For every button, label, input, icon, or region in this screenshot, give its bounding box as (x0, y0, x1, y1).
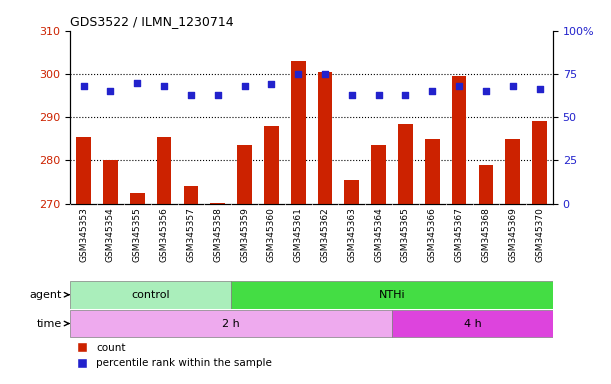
Bar (291, 61, 306, 204)
Point (401, 91, 411, 98)
Text: GSM345368: GSM345368 (481, 207, 491, 262)
Point (159, 83, 169, 89)
Bar (130, 193, 145, 204)
Bar (505, 139, 520, 204)
Text: 4 h: 4 h (464, 318, 481, 329)
Text: GSM345364: GSM345364 (374, 207, 383, 262)
Bar (264, 126, 279, 204)
Bar (318, 72, 332, 204)
Text: GSM345358: GSM345358 (213, 207, 222, 262)
Bar (70, 310, 392, 337)
Bar (345, 180, 359, 204)
Text: GSM345367: GSM345367 (455, 207, 464, 262)
Text: NTHi: NTHi (379, 290, 405, 300)
Text: 2 h: 2 h (222, 318, 240, 329)
Legend: count, percentile rank within the sample: count, percentile rank within the sample (76, 343, 272, 368)
Bar (70, 281, 231, 309)
Bar (157, 137, 172, 204)
Text: control: control (131, 290, 170, 300)
Point (535, 86, 544, 93)
Text: GSM345365: GSM345365 (401, 207, 410, 262)
Text: GSM345369: GSM345369 (508, 207, 518, 262)
Text: GDS3522 / ILMN_1230714: GDS3522 / ILMN_1230714 (70, 15, 234, 28)
Point (320, 71, 330, 77)
Bar (398, 124, 413, 204)
Bar (231, 281, 553, 309)
Bar (210, 203, 225, 204)
Bar (532, 121, 547, 204)
Bar (452, 76, 466, 204)
Bar (371, 145, 386, 204)
Text: GSM345359: GSM345359 (240, 207, 249, 262)
Bar (478, 165, 493, 204)
Text: GSM345363: GSM345363 (347, 207, 356, 262)
Point (133, 79, 142, 86)
Point (454, 83, 464, 89)
Bar (183, 186, 199, 204)
Text: agent: agent (30, 290, 69, 300)
Bar (76, 137, 91, 204)
Text: GSM345355: GSM345355 (133, 207, 142, 262)
Bar (237, 145, 252, 204)
Point (213, 91, 222, 98)
Point (186, 91, 196, 98)
Text: GSM345361: GSM345361 (294, 207, 302, 262)
Point (428, 88, 437, 94)
Point (508, 83, 518, 89)
Point (106, 88, 115, 94)
Point (79, 83, 89, 89)
Text: GSM345362: GSM345362 (321, 207, 329, 262)
Point (240, 83, 249, 89)
Text: GSM345356: GSM345356 (159, 207, 169, 262)
Text: GSM345354: GSM345354 (106, 207, 115, 262)
Text: time: time (37, 318, 69, 329)
Point (266, 81, 276, 87)
Bar (425, 139, 440, 204)
Text: GSM345357: GSM345357 (186, 207, 196, 262)
Point (481, 88, 491, 94)
Text: GSM345360: GSM345360 (267, 207, 276, 262)
Point (374, 91, 384, 98)
Point (293, 71, 303, 77)
Text: GSM345370: GSM345370 (535, 207, 544, 262)
Point (347, 91, 357, 98)
Text: GSM345366: GSM345366 (428, 207, 437, 262)
Text: GSM345353: GSM345353 (79, 207, 88, 262)
Bar (392, 310, 553, 337)
Bar (103, 161, 118, 204)
